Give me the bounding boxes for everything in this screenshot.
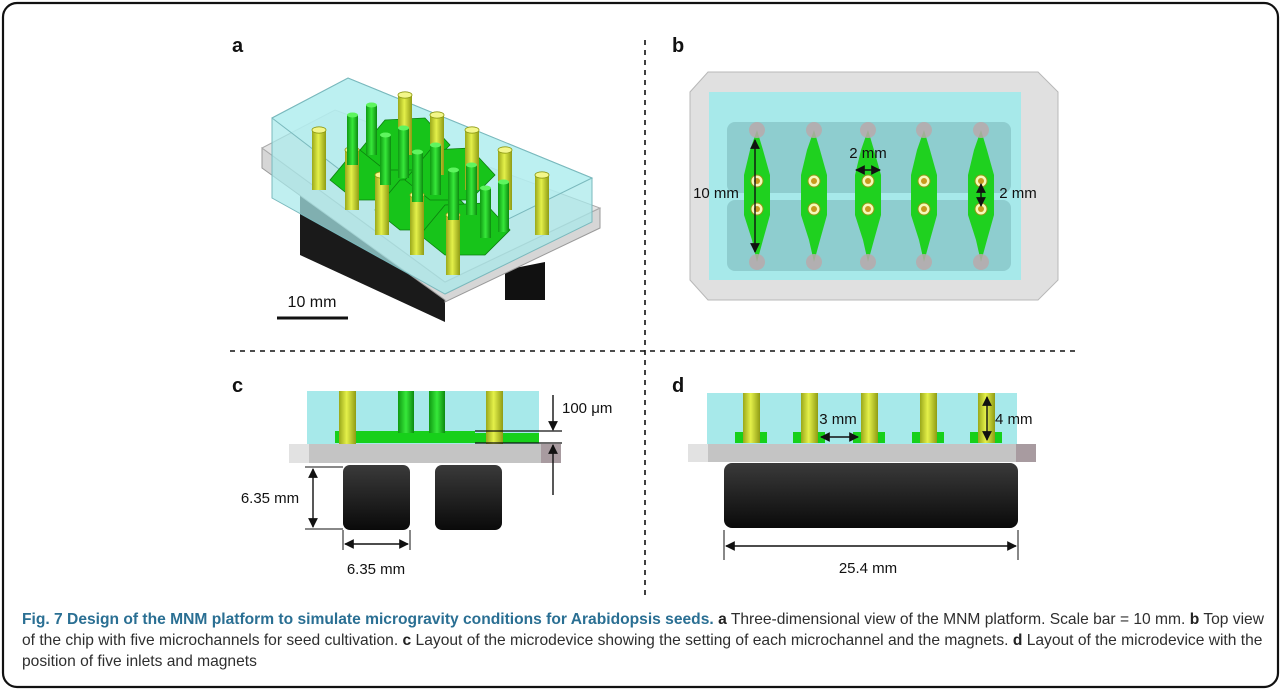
inlet-side-1 <box>339 391 356 444</box>
dim-3mm-label: 3 mm <box>819 411 857 428</box>
panel-b: b <box>672 35 1059 301</box>
caption-c-label: c <box>402 632 412 649</box>
channel-posts-3d <box>347 102 509 238</box>
dim-100um-label: 100 μm <box>562 400 612 417</box>
caption-title: Fig. 7 Design of the MNM platform to sim… <box>22 611 714 628</box>
panel-c-letter: c <box>232 375 243 397</box>
panel-b-letter: b <box>672 35 684 57</box>
magnet-3d-right <box>505 262 545 300</box>
magnet-side-1 <box>343 465 410 530</box>
figure-caption: Fig. 7 Design of the MNM platform to sim… <box>22 609 1270 672</box>
dim-25mm-label: 25.4 mm <box>839 560 897 577</box>
channel-base-side <box>335 431 475 443</box>
magnet-side-2 <box>435 465 502 530</box>
caption-a-label: a <box>718 611 727 628</box>
caption-d-label: d <box>1012 632 1023 649</box>
dim-magnet-height-label: 6.35 mm <box>241 490 299 507</box>
caption-a-text: Three-dimensional view of the MNM platfo… <box>730 611 1186 628</box>
channel-post-side-2 <box>429 391 445 433</box>
dim-4mm-label: 4 mm <box>995 411 1033 428</box>
caption-b-label: b <box>1189 611 1200 628</box>
dim-magnet-width-label: 6.35 mm <box>347 561 405 578</box>
scale-bar-label: 10 mm <box>288 294 337 311</box>
glass-slide-side-d <box>688 444 1036 462</box>
panel-a: a <box>232 35 602 322</box>
glass-slide-side <box>289 444 561 463</box>
inlet-holes-top <box>749 122 989 270</box>
caption-b-text: Top view of the chip with five microchan… <box>22 611 1264 649</box>
panel-d-letter: d <box>672 375 684 397</box>
dim-10mm-label: 10 mm <box>693 185 739 202</box>
magnet-side-d <box>724 463 1018 528</box>
panel-d: d 3 mm 4 mm 25.4 mm <box>672 375 1036 577</box>
channel-post-side-1 <box>398 391 414 433</box>
dim-2mm-vertical-label: 2 mm <box>999 185 1037 202</box>
panel-c: c 100 μm 6.35 mm 6.35 mm <box>232 375 612 578</box>
dim-2mm-horizontal-label: 2 mm <box>849 145 887 162</box>
caption-d-text: Layout of the microdevice with the posit… <box>22 632 1263 670</box>
caption-c-text: Layout of the microdevice showing the se… <box>415 632 1009 649</box>
panel-a-letter: a <box>232 35 244 57</box>
inlet-side-2 <box>486 391 503 444</box>
